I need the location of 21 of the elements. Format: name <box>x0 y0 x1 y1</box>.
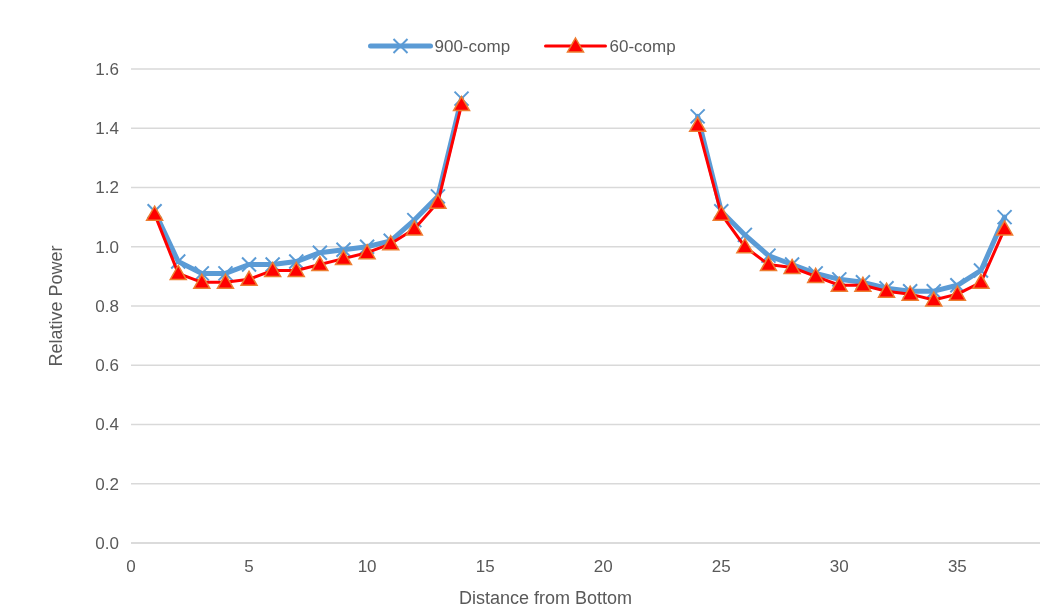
x-tick-label: 30 <box>829 557 849 576</box>
y-tick-label: 1.6 <box>95 59 119 79</box>
x-axis-title: Distance from Bottom <box>458 588 633 608</box>
x-tick-label: 5 <box>244 557 254 576</box>
x-tick-label: 0 <box>126 557 136 576</box>
x-tick-label: 10 <box>357 557 377 576</box>
x-tick-label: 20 <box>593 557 613 576</box>
legend-label: 60-comp <box>609 36 676 56</box>
y-tick-label: 0.4 <box>95 415 119 435</box>
x-tick-label: 15 <box>475 557 495 576</box>
y-tick-label: 0.8 <box>95 296 119 316</box>
x-tick-label: 25 <box>711 557 731 576</box>
x-tick-label: 35 <box>947 557 967 576</box>
y-tick-label: 1.4 <box>95 119 119 139</box>
legend-label: 900-comp <box>434 36 511 56</box>
y-axis-title: Relative Power <box>46 245 66 367</box>
y-tick-label: 0.6 <box>95 356 119 376</box>
y-tick-label: 0.2 <box>95 474 119 494</box>
y-tick-label: 1.0 <box>95 237 119 257</box>
y-tick-label: 1.2 <box>95 178 119 198</box>
y-tick-label: 0.0 <box>95 533 119 553</box>
